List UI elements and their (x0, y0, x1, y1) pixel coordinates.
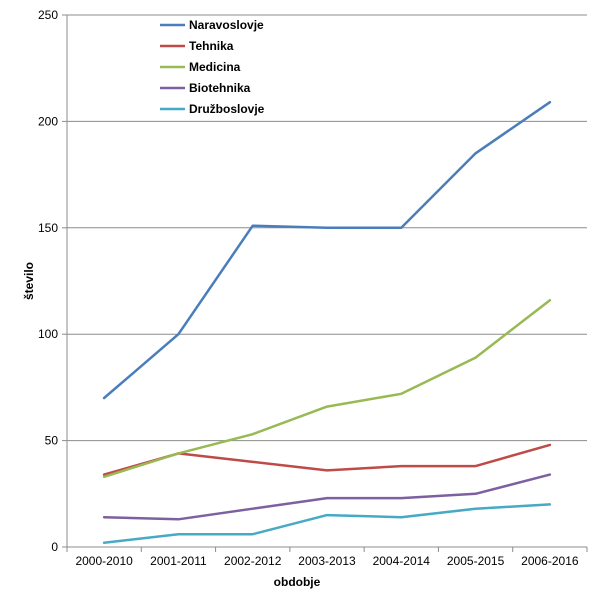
series-line-medicina (102, 298, 552, 479)
y-axis-title: število (22, 262, 36, 300)
y-tick-label: 0 (51, 540, 58, 554)
y-tick-label: 250 (38, 8, 58, 22)
axes (62, 14, 588, 552)
y-tick-label: 200 (38, 114, 58, 128)
x-tick-label: 2002-2012 (224, 554, 282, 568)
x-tick-label: 2004-2014 (373, 554, 431, 568)
legend-label: Biotehnika (189, 81, 251, 95)
y-tick-label: 100 (38, 327, 58, 341)
x-tick-label: 2005-2015 (447, 554, 505, 568)
legend-item: Družboslovje (160, 102, 265, 116)
series-line-naravoslovje (102, 100, 552, 400)
legend: Naravoslovje Tehnika Medicina Biotehnika Dru… (160, 18, 265, 116)
y-tick-label: 150 (38, 221, 58, 235)
legend-item: Tehnika (160, 39, 234, 53)
legend-item: Naravoslovje (160, 18, 264, 32)
series-line-biotehnika (102, 473, 552, 521)
x-tick-label: 2003-2013 (298, 554, 356, 568)
x-tick-label: 2006-2016 (521, 554, 579, 568)
series-line-družboslovje (102, 503, 552, 544)
legend-label: Tehnika (189, 39, 234, 53)
legend-item: Medicina (160, 60, 241, 74)
y-tick-label: 50 (45, 434, 59, 448)
legend-label: Naravoslovje (189, 18, 264, 32)
x-tick-label: 2001-2011 (150, 554, 207, 568)
tick-labels: 0 50 100 150 200 250 2000-2010 2001-2011 2002-20… (38, 8, 579, 568)
series-lines (102, 100, 552, 544)
x-tick-label: 2000-2010 (75, 554, 133, 568)
legend-label: Medicina (189, 60, 241, 74)
series-line-tehnika (102, 443, 552, 476)
x-axis-title: obdobje (274, 575, 321, 589)
legend-label: Družboslovje (189, 102, 265, 116)
legend-item: Biotehnika (160, 81, 251, 95)
